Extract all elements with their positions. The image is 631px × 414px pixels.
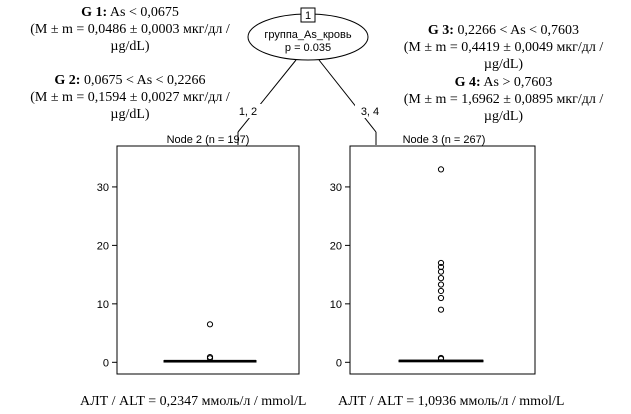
panel-2-outlier-4	[437, 287, 445, 295]
group-3-range: 0,2266 < As < 0,7603	[457, 23, 580, 38]
group-2-unit: µg/dL)	[110, 107, 150, 122]
tree-root-p: p = 0.035	[285, 42, 331, 54]
panel-2-outlier-6	[437, 275, 445, 282]
panel-1-plot: 0 10 20 30	[97, 182, 257, 369]
panel-2-outlier-1	[437, 354, 445, 362]
panel-1-ytick-label-1: 10	[97, 299, 109, 311]
group-2-title: G 2:	[54, 73, 81, 88]
group-3-unit: µg/dL)	[483, 57, 524, 72]
group-1-range: As < 0,0675	[109, 5, 179, 20]
group-1-stat: (M ± m = 0,0486 ± 0,0003 мкг/дл /	[30, 22, 230, 37]
panel-1-ytick-label-3: 30	[97, 182, 109, 194]
group-3-stat: (M ± m = 0,4419 ± 0,0049 мкг/дл /	[403, 40, 604, 55]
tree-edge-right	[318, 59, 377, 133]
panel-1-ytick-label-0: 0	[103, 357, 109, 369]
tree-edge-left	[237, 59, 297, 133]
group-2-label: G 2: 0,0675 < As < 0,2266 (M ± m = 0,159…	[0, 72, 260, 123]
panel-2-outlier-5	[437, 281, 445, 288]
group-4-range: As > 0,7603	[483, 75, 553, 90]
tree-root-id-box	[300, 7, 316, 23]
group-4-unit: µg/dL)	[483, 109, 524, 124]
panel-1-title: Node 2 (n = 197)	[167, 134, 250, 146]
group-4-title: G 4:	[454, 75, 481, 90]
panel-2-frame	[349, 145, 536, 375]
group-2-range: 0,0675 < As < 0,2266	[83, 73, 206, 88]
group-1-unit: µg/dL)	[110, 39, 150, 54]
panel-2-outlier-9	[437, 259, 445, 267]
panel-2-title: Node 3 (n = 267)	[403, 134, 486, 146]
group-1-title: G 1:	[81, 5, 108, 20]
group-3-title: G 3:	[427, 23, 454, 38]
tree-edge-left-label: 1, 2	[239, 106, 257, 118]
panel-2-ytick-label-0: 0	[336, 357, 342, 369]
panel-2-ytick-label-1: 10	[330, 299, 342, 311]
panel-2-outlier-3	[437, 294, 445, 302]
panel-1-ytick-label-2: 20	[97, 240, 109, 252]
panel-2-outlier-10	[437, 166, 445, 173]
tree-root-variable: группа_As_кровь	[264, 29, 352, 41]
caption-left: АЛТ / ALT = 0,2347 ммоль/л / mmol/L	[80, 394, 307, 409]
caption-right: АЛТ / ALT = 1,0936 ммоль/л / mmol/L	[338, 394, 565, 409]
tree-edge-right-label: 3, 4	[361, 106, 379, 118]
tree-root-id: 1	[305, 10, 311, 22]
group-1-label: G 1: As < 0,0675 (M ± m = 0,0486 ± 0,000…	[0, 4, 260, 55]
panel-1-outlier-2	[206, 321, 214, 328]
group-2-stat: (M ± m = 0,1594 ± 0,0027 мкг/дл /	[30, 90, 230, 105]
panel-2-outlier-8	[437, 263, 445, 271]
panel-2-ytick-label-2: 20	[330, 240, 342, 252]
group-4-label: G 4: As > 0,7603 (M ± m = 1,6962 ± 0,089…	[376, 74, 631, 125]
group-4-stat: (M ± m = 1,6962 ± 0,0895 мкг/дл /	[403, 92, 604, 107]
panel-2-outlier-7	[437, 268, 445, 275]
panel-1-frame	[116, 145, 300, 375]
panel-2-outlier-2	[437, 306, 445, 313]
panel-2-ytick-label-3: 30	[330, 182, 342, 194]
panel-1-outlier-1	[206, 353, 214, 361]
group-3-label: G 3: 0,2266 < As < 0,7603 (M ± m = 0,441…	[376, 22, 631, 73]
panel-2-plot: 0 10 20 30	[330, 166, 484, 369]
